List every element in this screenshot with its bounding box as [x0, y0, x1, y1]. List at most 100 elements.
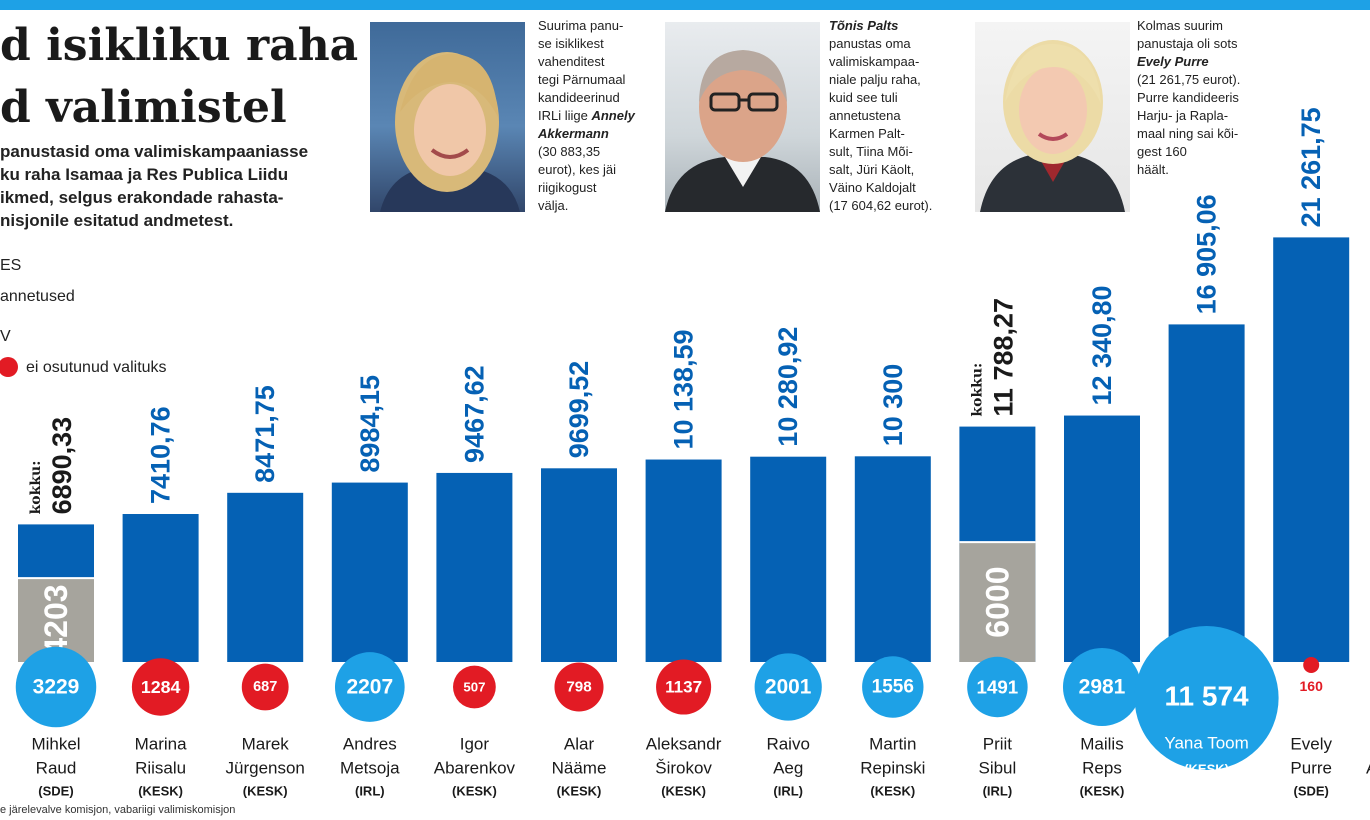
total-prefix-label: kokku:	[969, 363, 985, 417]
candidate-last-name: Širokov	[655, 759, 712, 778]
candidate-party: (KESK)	[243, 784, 288, 799]
votes-circle	[554, 662, 604, 712]
votes-value-label: 2981	[1079, 676, 1126, 699]
candidate-last-name: Jürgenson	[226, 759, 305, 778]
legend-units: ES	[0, 257, 22, 274]
total-value-label: 16 905,06	[1192, 194, 1222, 314]
lede-line: panustasid oma valimiskampaaniasse	[0, 142, 309, 161]
caption-line: vahenditest	[538, 54, 605, 69]
candidate-last-name: Abarenkov	[434, 759, 516, 778]
lede-line: nisjonile esitatud andmetest.	[0, 211, 234, 230]
caption-line: valimiskampaa-	[829, 54, 920, 69]
candidate-last-name: Metsoja	[340, 759, 400, 778]
total-value-label: 10 138,59	[669, 329, 699, 449]
caption-line: Harju- ja Rapla-	[1137, 108, 1229, 123]
candidate-first-name: Raivo	[766, 735, 809, 754]
candidate-first-name: Mihkel	[31, 735, 80, 754]
legend-not-elected: ei osutunud valituks	[26, 359, 167, 376]
candidate-party: (IRL)	[773, 784, 803, 799]
legend-votes: V	[0, 328, 11, 345]
candidate-party: (KESK)	[870, 784, 915, 799]
bar-segment-own	[1273, 237, 1350, 663]
headline-line-1: d isikliku raha	[0, 20, 359, 71]
candidate-party: (IRL)	[983, 784, 1013, 799]
votes-circle	[967, 656, 1028, 718]
candidate-first-name: Evely	[1290, 735, 1332, 754]
portrait-photo-man	[665, 22, 820, 212]
top-accent-bar	[0, 0, 1370, 10]
candidate-last-name: Riisalu	[135, 759, 186, 778]
lede-line: ku raha Isamaa ja Res Publica Liidu	[0, 165, 289, 184]
candidate-first-name: Marek	[242, 735, 290, 754]
candidate-name: Yana Toom	[1164, 734, 1248, 753]
caption-line: niale palju raha,	[829, 72, 921, 87]
bar-segment-own	[854, 456, 931, 662]
candidate-first-name: Igor	[460, 735, 490, 754]
caption-line: IRLi liige Annely	[538, 107, 663, 125]
candidate-party: (SDE)	[38, 784, 73, 799]
candidate-last-name: Reps	[1082, 759, 1122, 778]
caption-line: Purre kandideeris	[1137, 90, 1239, 105]
bar-segment-own	[331, 482, 408, 662]
votes-value-label: 798	[566, 679, 591, 696]
candidate-first-name-partial: A	[1366, 759, 1370, 778]
caption-line: salt, Jüri Käolt,	[829, 162, 915, 177]
votes-value-label: 11 574	[1165, 681, 1250, 712]
bar-segment-own	[1064, 415, 1140, 662]
votes-circle	[131, 658, 190, 716]
candidate-party: (IRL)	[355, 784, 385, 799]
caption-line: Akkermann	[538, 125, 663, 143]
votes-value-label: 1284	[141, 677, 181, 697]
caption-line: Suurima panu-	[538, 18, 624, 33]
votes-value-label: 2207	[346, 676, 393, 699]
caption-line: annetustena	[829, 108, 901, 123]
caption-line: kandideerinud	[538, 90, 620, 105]
total-value-label: 8984,15	[355, 375, 385, 473]
caption-line: (30 883,35	[538, 144, 601, 159]
caption-line: häält.	[1137, 162, 1169, 177]
candidate-party: (KESK)	[1080, 784, 1125, 799]
votes-value-label: 2001	[765, 676, 811, 699]
bar-segment-own	[645, 459, 722, 662]
votes-value-label: 1556	[872, 677, 914, 698]
caption-line: eurot), kes jäi	[538, 162, 617, 177]
caption-line: välja.	[538, 198, 569, 213]
headline-line-2: d valimistel	[0, 82, 287, 133]
caption-line: Väino Kaldojalt	[829, 180, 916, 195]
bar-segment-own	[436, 472, 513, 662]
total-value-label: 9699,52	[564, 361, 594, 459]
legend-donations: annetused	[0, 288, 75, 305]
votes-value-label: 1491	[977, 677, 1019, 698]
votes-circle	[1134, 626, 1279, 770]
votes-circle	[334, 652, 405, 722]
candidate-first-name: Alar	[564, 735, 595, 754]
caption-text: IRLi liige	[538, 108, 592, 123]
bar-segment-own	[541, 468, 617, 662]
candidate-first-name: Priit	[983, 735, 1013, 754]
caption-line: panustaja oli sots	[1137, 36, 1238, 51]
lede-line: ikmed, selgus erakondade rahasta-	[0, 188, 284, 207]
total-value-label: 6890,33	[47, 417, 77, 515]
bar-segment-own	[227, 492, 304, 662]
candidate-party: (KESK)	[661, 784, 706, 799]
votes-circle	[754, 653, 822, 721]
votes-circle	[241, 663, 289, 711]
candidate-last-name: Purre	[1290, 759, 1332, 778]
caption-line: kuid see tuli	[829, 90, 898, 105]
total-value-label: 10 300	[878, 364, 908, 447]
candidate-first-name: Mailis	[1080, 735, 1123, 754]
caption-evely: Kolmas suurim panustaja oli sots Evely P…	[1137, 17, 1267, 179]
bar-segment-donations	[959, 542, 1036, 662]
total-value-label: 8471,75	[250, 385, 280, 483]
caption-tonis: Tõnis Palts panustas oma valimiskampaa- …	[829, 17, 949, 215]
donations-value-label: 4203	[38, 584, 74, 655]
legend-red-dot-icon	[0, 357, 18, 377]
votes-circle	[656, 659, 712, 715]
votes-circle	[862, 656, 924, 718]
caption-line: Kolmas suurim	[1137, 18, 1223, 33]
caption-name: Evely Purre	[1137, 54, 1209, 69]
candidate-party: (SDE)	[1294, 784, 1329, 799]
bar-segment-own	[122, 514, 199, 662]
candidate-last-name: Sibul	[978, 759, 1016, 778]
